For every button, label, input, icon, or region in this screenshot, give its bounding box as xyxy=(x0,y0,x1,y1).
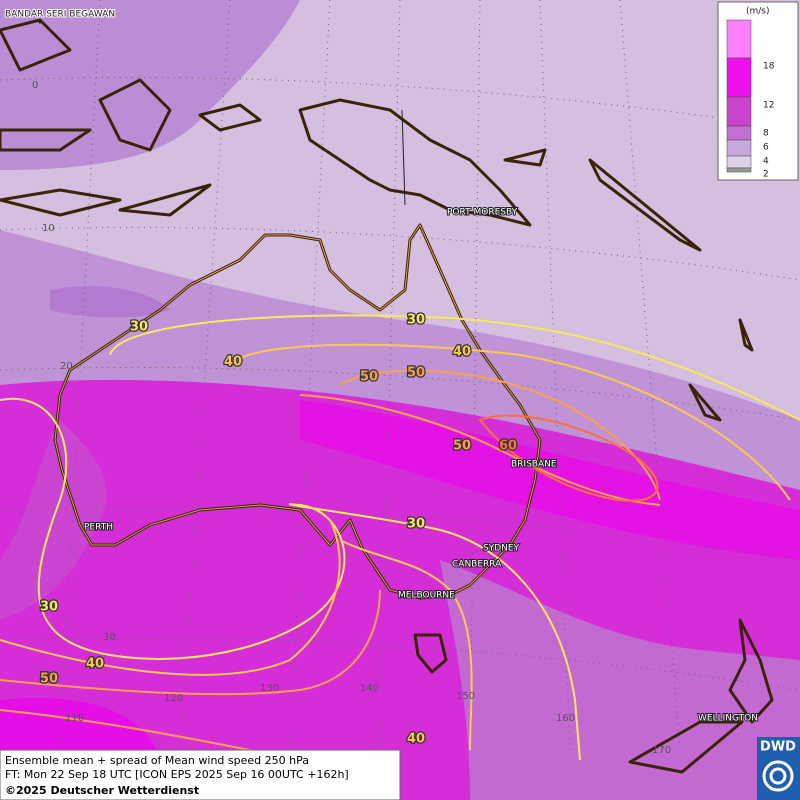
legend-swatch xyxy=(726,57,752,98)
contour-label: 50 xyxy=(40,672,58,687)
contour-label: 30 xyxy=(407,517,425,532)
isotach-30 xyxy=(0,397,581,761)
contour-label: 40 xyxy=(407,732,425,747)
parallel xyxy=(0,366,800,421)
parallel xyxy=(0,636,800,691)
legend-level: 2 xyxy=(763,170,769,180)
island xyxy=(198,103,262,132)
legend-swatch xyxy=(726,167,752,173)
contour-label: 50 xyxy=(407,366,425,381)
legend-level: 8 xyxy=(763,129,769,139)
island xyxy=(0,128,92,152)
footer: Ensemble mean + spread of Mean wind spee… xyxy=(0,749,401,800)
city-dot xyxy=(38,20,42,24)
legend-swatch xyxy=(726,155,752,169)
footer-copyright: ©2025 Deutscher Wetterdienst xyxy=(5,784,199,797)
lon-label: 110 xyxy=(65,713,84,724)
contour-label: 40 xyxy=(224,355,242,370)
island xyxy=(98,78,172,152)
footer-box xyxy=(0,749,401,800)
contour-label: 50 xyxy=(453,439,471,454)
island xyxy=(503,148,547,167)
logo-text: DWD xyxy=(760,740,796,755)
new-guinea xyxy=(298,98,532,227)
logo-icon xyxy=(769,767,787,785)
legend-level: 4 xyxy=(763,157,769,167)
city-label: MELBOURNE xyxy=(398,591,455,601)
legend-swatch xyxy=(726,96,752,127)
footer-line: FT: Mon 22 Sep 18 UTC [ICON EPS 2025 Sep… xyxy=(5,768,349,781)
isotach-50 xyxy=(339,369,661,501)
parallel xyxy=(0,226,800,281)
contour-label: 50 xyxy=(360,370,378,385)
island xyxy=(0,18,72,72)
australia xyxy=(54,224,541,599)
lat-label: 20 xyxy=(60,361,73,372)
city-label: WELLINGTON xyxy=(698,714,758,724)
contour-label: 30 xyxy=(407,313,425,328)
tasmania xyxy=(413,633,448,674)
island xyxy=(0,188,122,217)
new-zealand-north xyxy=(728,618,774,724)
island xyxy=(118,183,212,217)
legend-swatch xyxy=(726,19,752,59)
lat-label: 0 xyxy=(32,80,38,91)
lon-label: 160 xyxy=(556,713,575,724)
lon-label: 170 xyxy=(652,745,671,756)
graticule xyxy=(0,0,800,751)
city-label: PORT MORESBY xyxy=(447,208,518,218)
logo: DWD xyxy=(757,737,800,800)
legend-level: 18 xyxy=(763,62,775,72)
contour-label: 30 xyxy=(130,320,148,335)
lat-label: 10 xyxy=(42,223,55,234)
isotachs xyxy=(0,314,800,761)
legend-swatch xyxy=(726,125,752,141)
legend: (m/s) 18 12 8 6 4 2 xyxy=(717,1,799,181)
grid-labels: 0 10 20 30 110 120 130 140 150 160 170 xyxy=(32,80,671,756)
isotach-40 xyxy=(0,519,473,751)
island xyxy=(738,318,754,352)
legend-level: 12 xyxy=(763,101,774,111)
logo-icon xyxy=(762,760,794,792)
city-label: CANBERRA xyxy=(452,560,502,570)
lon-label: 140 xyxy=(360,683,379,694)
border xyxy=(401,109,406,206)
contour-label: 40 xyxy=(453,345,471,360)
lat-label: 30 xyxy=(103,632,116,643)
isotach-40 xyxy=(229,343,791,501)
isotach-60 xyxy=(478,414,659,502)
legend-unit: (m/s) xyxy=(746,7,770,17)
isotach-50 xyxy=(299,394,661,506)
spread-region xyxy=(440,560,800,800)
coastlines xyxy=(0,18,774,774)
contour-label: 60 xyxy=(499,439,517,454)
isotach-30 xyxy=(109,314,800,421)
spread-region xyxy=(50,286,170,318)
island xyxy=(688,383,722,422)
lon-label: 120 xyxy=(164,693,183,704)
city-label: BANDAR SERI BEGAWAN xyxy=(5,10,115,20)
island xyxy=(588,158,702,252)
footer-line: Ensemble mean + spread of Mean wind spee… xyxy=(5,754,309,767)
legend-level: 6 xyxy=(763,143,769,153)
contour-labels: 30 30 40 40 50 50 50 60 30 30 40 50 40 xyxy=(39,311,519,748)
legend-swatch xyxy=(726,139,752,157)
lon-label: 130 xyxy=(260,683,279,694)
contour-label: 40 xyxy=(86,657,104,672)
city-label: PERTH xyxy=(84,523,113,533)
contour-label: 30 xyxy=(40,600,58,615)
spread-region xyxy=(300,400,800,560)
new-zealand-south xyxy=(628,720,744,774)
parallel xyxy=(0,76,800,131)
parallel xyxy=(0,506,800,561)
city-labels: BANDAR SERI BEGAWAN PORT MORESBY BRISBAN… xyxy=(4,9,759,725)
city-label: SYDNEY xyxy=(483,544,520,554)
lon-label: 150 xyxy=(456,691,475,702)
spread-region xyxy=(0,0,300,170)
city-label: BRISBANE xyxy=(511,460,557,470)
